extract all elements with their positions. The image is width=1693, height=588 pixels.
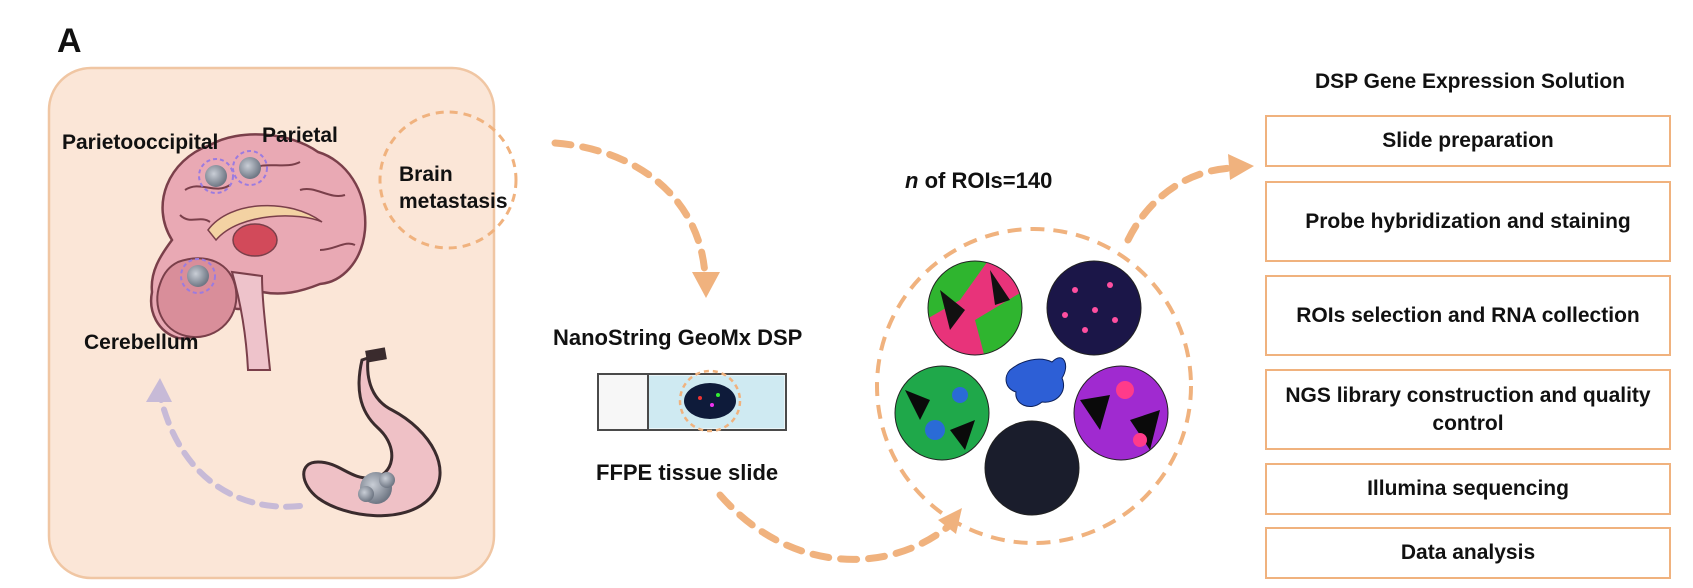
workflow-step-illumina-sequencing: Illumina sequencing <box>1265 463 1671 515</box>
roi-image-2 <box>1046 260 1142 356</box>
label-cerebellum: Cerebellum <box>84 331 199 354</box>
label-parietal: Parietal <box>262 124 338 147</box>
corpus-callosum <box>207 204 323 242</box>
roi-tissue-blob <box>1005 357 1067 407</box>
label-roi-n: n <box>905 168 919 193</box>
workflow-step-ngs-library: NGS library construction and quality con… <box>1265 369 1671 450</box>
label-parietooccipital: Parietooccipital <box>62 131 219 154</box>
label-platform: NanoString GeoMx DSP <box>553 325 803 350</box>
rois-dashed-circle <box>875 227 1193 545</box>
workflow-step-roi-selection: ROIs selection and RNA collection <box>1265 275 1671 356</box>
workflow-step-slide-preparation: Slide preparation <box>1265 115 1671 167</box>
roi-image-4 <box>1073 365 1169 461</box>
label-roi-count-text: of ROIs=140 <box>918 168 1053 193</box>
tumor-parietooccipital <box>198 158 234 194</box>
arrow-to-rois <box>716 491 954 563</box>
tissue-slide <box>597 369 787 433</box>
workflow-title: DSP Gene Expression Solution <box>1314 70 1626 93</box>
label-brain-metastasis: Brain metastasis <box>399 163 508 213</box>
label-roi-count: n of ROIs=140 <box>905 168 1052 194</box>
roi-image-1 <box>927 260 1023 356</box>
brain-illustration <box>149 133 367 371</box>
workflow-step-probe-hybridization: Probe hybridization and staining <box>1265 181 1671 262</box>
workflow-step-data-analysis: Data analysis <box>1265 527 1671 579</box>
tumor-parietal <box>232 150 268 186</box>
metastasis-arrow <box>157 392 303 510</box>
roi-image-5 <box>984 420 1080 516</box>
brainstem <box>230 270 272 371</box>
stomach-illustration <box>302 347 442 518</box>
brain-metastasis-circle <box>378 110 518 250</box>
thalamus <box>232 223 278 257</box>
roi-images <box>894 260 1169 516</box>
arrow-to-workflow <box>1124 164 1236 244</box>
cerebellum-shape <box>156 257 238 339</box>
slide-roi-circle <box>678 369 742 433</box>
label-tissue-slide: FFPE tissue slide <box>596 460 779 485</box>
tumor-cerebellum <box>180 258 216 294</box>
arrow-to-slide <box>551 139 709 279</box>
panel-label: A <box>57 22 82 60</box>
roi-image-3 <box>894 365 990 461</box>
